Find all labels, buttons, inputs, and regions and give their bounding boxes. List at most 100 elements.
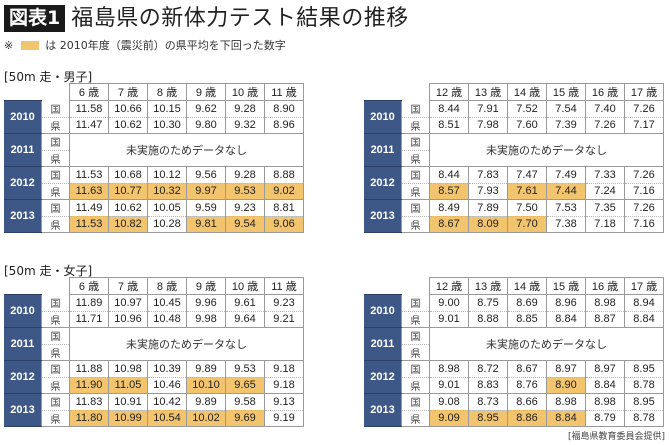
row-label-prefecture: 県 [41, 344, 70, 361]
cell-prefecture-below-2010: 11.63 [69, 183, 109, 200]
cell-prefecture: 7.17 [624, 117, 664, 134]
cell-prefecture: 8.84 [585, 377, 625, 394]
cell-prefecture-below-2010: 10.54 [147, 410, 187, 427]
no-data-message: 未実施のためデータなし [69, 327, 304, 361]
highlight-swatch-icon [21, 40, 40, 50]
no-data-message: 未実施のためデータなし [429, 133, 664, 167]
cell-national: 10.91 [108, 393, 148, 411]
cell-national: 8.81 [264, 199, 304, 217]
cell-prefecture: 8.51 [429, 117, 469, 134]
column-header-age: 14 歳 [507, 277, 547, 295]
row-label-national: 国 [401, 360, 430, 378]
cell-national: 10.97 [108, 294, 148, 312]
row-label-national: 国 [401, 393, 430, 411]
cell-national: 8.69 [507, 294, 547, 312]
cell-prefecture-below-2010: 10.82 [108, 216, 148, 233]
cell-prefecture-below-2010: 11.90 [69, 377, 109, 394]
cell-prefecture-below-2010: 7.61 [507, 183, 547, 200]
cell-prefecture: 10.96 [108, 311, 148, 328]
year-label: 2013 [4, 199, 42, 233]
cell-prefecture: 7.26 [585, 117, 625, 134]
cell-national: 10.12 [147, 166, 187, 184]
year-label: 2013 [4, 393, 42, 427]
cell-prefecture: 8.78 [624, 377, 664, 394]
cell-national: 9.89 [186, 393, 226, 411]
year-label: 2010 [364, 294, 402, 328]
column-header-age: 11 歳 [264, 277, 304, 295]
cell-prefecture-below-2010: 7.44 [546, 183, 586, 200]
year-label: 2012 [4, 360, 42, 394]
cell-national: 8.73 [468, 393, 508, 411]
year-label: 2011 [4, 327, 42, 361]
figure-badge: 図表1 [4, 5, 66, 32]
column-header-age: 6 歳 [69, 83, 109, 101]
cell-prefecture-below-2010: 9.81 [186, 216, 226, 233]
column-header-age: 9 歳 [186, 277, 226, 295]
cell-national: 9.59 [186, 199, 226, 217]
cell-prefecture: 8.96 [264, 117, 304, 134]
cell-prefecture: 7.98 [468, 117, 508, 134]
table-boys-old: 12 歳 13 歳 14 歳 15 歳 16 歳 17 歳 2010 国 8.44 7.91 7.5… [364, 83, 664, 233]
cell-national: 7.26 [624, 166, 664, 184]
corner-blank [364, 84, 430, 101]
cell-national: 8.97 [546, 360, 586, 378]
cell-national: 8.44 [429, 100, 469, 118]
cell-prefecture-below-2010: 8.95 [468, 410, 508, 427]
cell-national: 7.53 [546, 199, 586, 217]
cell-prefecture: 8.79 [585, 410, 625, 427]
cell-national: 8.95 [624, 360, 664, 378]
cell-prefecture-below-2010: 11.80 [69, 410, 109, 427]
cell-prefecture: 9.64 [225, 311, 265, 328]
cell-national: 8.98 [429, 360, 469, 378]
cell-national: 10.68 [108, 166, 148, 184]
cell-national: 8.96 [546, 294, 586, 312]
cell-prefecture-below-2010: 7.70 [507, 216, 547, 233]
cell-prefecture: 7.16 [624, 183, 664, 200]
row-label-national: 国 [401, 294, 430, 312]
cell-national: 9.96 [186, 294, 226, 312]
cell-prefecture: 7.16 [624, 216, 664, 233]
cell-prefecture: 9.32 [225, 117, 265, 134]
cell-national: 8.49 [429, 199, 469, 217]
page-title: 福島県の新体力テスト結果の推移 [71, 5, 409, 31]
corner-blank [4, 278, 70, 295]
section-label-boys: [50m 走・男子] [4, 70, 93, 84]
cell-national: 8.44 [429, 166, 469, 184]
column-header-age: 8 歳 [147, 83, 187, 101]
cell-national: 9.23 [264, 294, 304, 312]
cell-national: 7.26 [624, 100, 664, 118]
cell-national: 8.94 [624, 294, 664, 312]
cell-prefecture-below-2010: 10.32 [147, 183, 187, 200]
row-label-national: 国 [401, 327, 430, 345]
row-label-national: 国 [401, 199, 430, 217]
row-label-prefecture: 県 [41, 216, 70, 233]
cell-prefecture: 9.19 [264, 410, 304, 427]
row-label-prefecture: 県 [401, 311, 430, 328]
cell-prefecture-below-2010: 8.57 [429, 183, 469, 200]
cell-prefecture: 10.48 [147, 311, 187, 328]
cell-prefecture-below-2010: 9.65 [225, 377, 265, 394]
cell-national: 9.23 [225, 199, 265, 217]
cell-national: 10.05 [147, 199, 187, 217]
cell-prefecture: 7.93 [468, 183, 508, 200]
row-label-prefecture: 県 [41, 311, 70, 328]
row-label-prefecture: 県 [401, 377, 430, 394]
column-header-age: 17 歳 [624, 277, 664, 295]
row-label-national: 国 [41, 199, 70, 217]
column-header-age: 15 歳 [546, 83, 586, 101]
cell-national: 11.89 [69, 294, 109, 312]
cell-prefecture: 10.28 [147, 216, 187, 233]
cell-national: 9.28 [225, 100, 265, 118]
corner-blank [4, 84, 70, 101]
cell-prefecture: 9.18 [264, 377, 304, 394]
cell-national: 7.50 [507, 199, 547, 217]
cell-national: 9.28 [225, 166, 265, 184]
column-header-age: 7 歳 [108, 277, 148, 295]
column-header-age: 15 歳 [546, 277, 586, 295]
cell-national: 10.62 [108, 199, 148, 217]
row-label-prefecture: 県 [401, 117, 430, 134]
row-label-national: 国 [401, 166, 430, 184]
cell-national: 10.98 [108, 360, 148, 378]
cell-national: 9.08 [429, 393, 469, 411]
column-header-age: 9 歳 [186, 83, 226, 101]
